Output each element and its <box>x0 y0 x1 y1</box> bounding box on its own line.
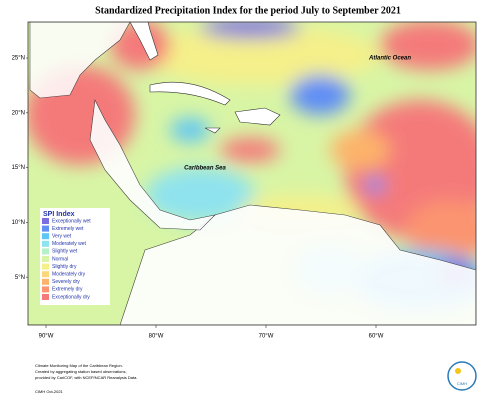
legend-label: Extremely dry <box>52 287 83 293</box>
legend-label: Normal <box>52 256 68 262</box>
legend-swatch <box>42 286 49 293</box>
logo-sun <box>455 368 461 374</box>
legend-label: Slightly dry <box>52 264 77 270</box>
lon-label: 60°W <box>369 334 384 340</box>
legend-label: Very wet <box>52 234 72 240</box>
logo-text: CIMH <box>457 381 467 386</box>
legend-label: Extremely wet <box>52 226 84 232</box>
footer-line: CIMH Oct-2021 <box>35 389 64 394</box>
legend-label: Severely dry <box>52 279 80 285</box>
lat-label: 10°N <box>12 220 25 226</box>
lon-label: 70°W <box>259 334 274 340</box>
legend-label: Exceptionally wet <box>52 218 91 224</box>
legend: SPI Index Exceptionally wet Extremely wet… <box>40 208 110 305</box>
footer-line: provided by CariCOF, with NCEP/NCAR Rean… <box>35 375 137 380</box>
legend-label: Slightly wet <box>52 249 78 255</box>
sea-label: Caribbean Sea <box>184 166 226 172</box>
lat-label: 20°N <box>12 110 25 116</box>
title: Standardized Precipitation Index for the… <box>95 5 401 16</box>
spi-field <box>28 22 476 325</box>
legend-swatch <box>42 294 49 300</box>
legend-label: Moderately wet <box>52 241 87 247</box>
legend-swatch <box>42 248 49 255</box>
legend-swatch <box>42 256 49 262</box>
footer: Climate Monitoring Map of the Caribbean … <box>35 363 137 394</box>
footer-line: Created by aggregating station based obs… <box>35 369 127 374</box>
legend-label: Exceptionally dry <box>52 294 90 300</box>
legend-swatch <box>42 271 49 278</box>
legend-swatch <box>42 263 49 270</box>
legend-swatch <box>42 225 49 232</box>
lon-label: 90°W <box>39 334 54 340</box>
ocean-label: Atlantic Ocean <box>368 56 411 62</box>
legend-swatch <box>42 278 49 285</box>
map-frame <box>27 21 477 326</box>
legend-label: Moderately dry <box>52 272 86 278</box>
footer-line: Climate Monitoring Map of the Caribbean … <box>35 363 123 368</box>
lon-label: 80°W <box>149 334 164 340</box>
lat-label: 5°N <box>15 275 25 281</box>
lat-label: 15°N <box>12 165 25 171</box>
legend-swatch <box>42 240 49 247</box>
legend-title: SPI Index <box>43 211 75 218</box>
legend-swatch <box>42 218 49 224</box>
logo <box>447 361 477 391</box>
lat-label: 25°N <box>12 56 25 62</box>
legend-box <box>40 208 110 305</box>
legend-swatch <box>42 233 49 240</box>
